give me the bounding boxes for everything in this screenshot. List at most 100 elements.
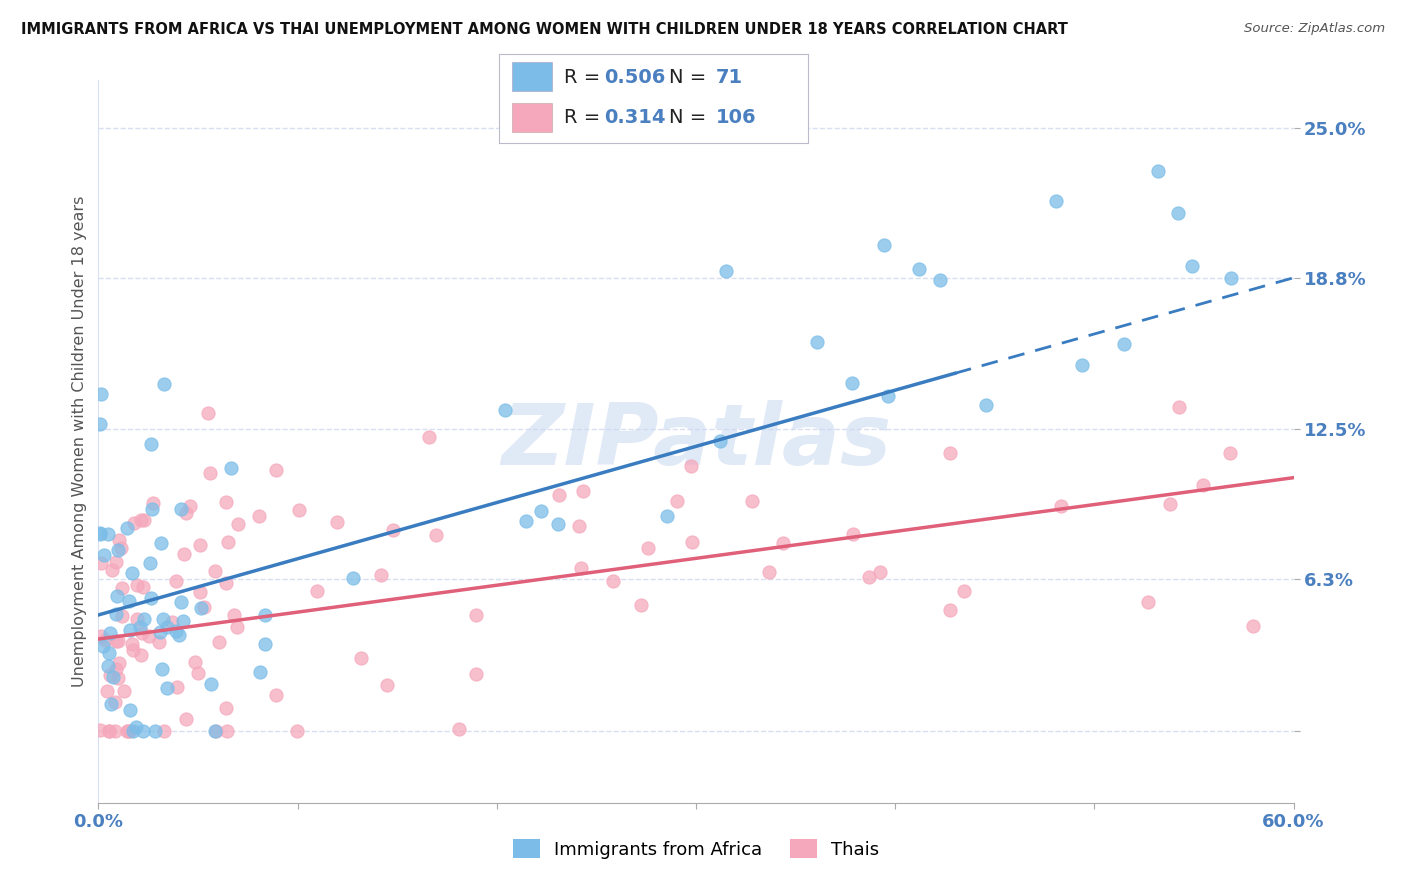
Point (342, 571, 364, 585)
Point (121, 642, 143, 657)
Point (382, 523, 405, 537)
Point (125, 612, 148, 626)
Point (142, 496, 165, 510)
Point (141, 591, 163, 605)
Text: Source: ZipAtlas.com: Source: ZipAtlas.com (1244, 22, 1385, 36)
Point (165, 574, 187, 588)
Point (107, 542, 129, 557)
Point (90, 387, 112, 401)
Point (465, 666, 488, 681)
Point (117, 723, 139, 738)
Text: IMMIGRANTS FROM AFRICA VS THAI UNEMPLOYMENT AMONG WOMEN WITH CHILDREN UNDER 18 Y: IMMIGRANTS FROM AFRICA VS THAI UNEMPLOYM… (21, 22, 1069, 37)
Point (350, 650, 373, 665)
Point (96, 684, 118, 698)
Point (465, 608, 488, 623)
Point (449, 722, 471, 736)
Point (108, 657, 131, 671)
Point (132, 612, 155, 626)
Point (156, 681, 179, 696)
Point (225, 619, 247, 633)
Point (167, 628, 190, 642)
Point (148, 634, 170, 648)
Point (170, 595, 193, 609)
Point (287, 503, 309, 517)
Point (197, 406, 219, 420)
Point (741, 494, 763, 508)
Point (657, 509, 679, 524)
Point (418, 430, 440, 444)
Point (97, 526, 120, 541)
Point (121, 566, 143, 581)
Point (166, 680, 188, 694)
Point (93, 549, 115, 563)
Point (1219, 446, 1241, 460)
Point (285, 723, 308, 738)
Point (98, 625, 121, 640)
Point (118, 623, 141, 637)
Point (758, 565, 780, 579)
Point (929, 272, 952, 286)
Point (179, 499, 201, 513)
Point (187, 665, 209, 680)
Point (208, 635, 231, 649)
Point (205, 723, 228, 738)
Point (1167, 206, 1189, 220)
Point (215, 701, 238, 715)
Point (138, 630, 160, 644)
Point (117, 723, 139, 738)
Point (141, 501, 163, 516)
Point (118, 593, 141, 607)
Point (1219, 270, 1241, 285)
Point (219, 461, 242, 475)
Point (89, 526, 111, 541)
Point (111, 609, 134, 624)
Point (190, 601, 212, 615)
Point (152, 612, 174, 626)
Point (104, 555, 127, 569)
Text: ZIPatlas: ZIPatlas (501, 400, 891, 483)
Point (124, 516, 146, 531)
Point (104, 662, 127, 676)
Point (138, 556, 160, 570)
Point (118, 703, 141, 717)
Point (305, 583, 328, 598)
Point (100, 563, 122, 577)
Point (547, 516, 569, 531)
Point (222, 608, 245, 623)
Point (89, 723, 111, 737)
Point (214, 576, 236, 591)
Point (858, 570, 880, 584)
Point (681, 459, 703, 474)
Point (1241, 619, 1264, 633)
Point (105, 607, 128, 622)
Point (1050, 499, 1073, 513)
Point (129, 648, 152, 662)
Point (118, 723, 141, 738)
Point (173, 547, 195, 561)
Point (198, 466, 221, 480)
Point (1167, 400, 1189, 414)
Point (125, 578, 148, 592)
Point (1147, 164, 1170, 178)
Point (97, 659, 120, 673)
Point (709, 434, 731, 449)
Point (772, 536, 794, 550)
Point (217, 535, 239, 549)
Point (939, 603, 962, 617)
Point (1159, 497, 1181, 511)
Point (841, 376, 863, 390)
Point (97, 723, 120, 738)
Point (97, 646, 120, 660)
Point (165, 624, 187, 639)
Point (149, 624, 172, 639)
Point (105, 634, 128, 648)
Point (104, 723, 127, 738)
Text: 106: 106 (716, 108, 756, 128)
Point (869, 565, 891, 579)
Point (494, 403, 516, 417)
Point (425, 528, 447, 542)
Point (249, 665, 271, 679)
Point (132, 723, 155, 738)
Point (184, 655, 207, 669)
Point (215, 723, 238, 738)
